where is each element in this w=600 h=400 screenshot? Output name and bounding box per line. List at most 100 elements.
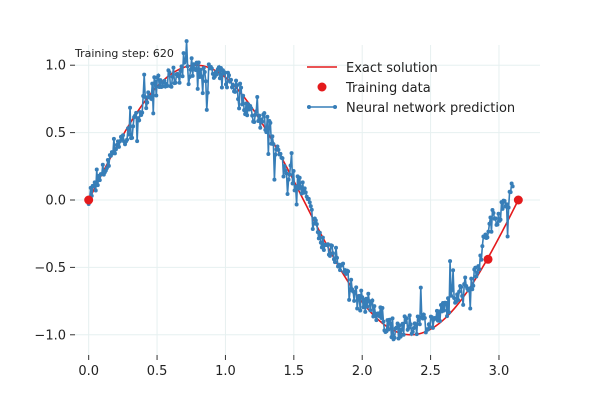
prediction-marker: [467, 286, 472, 291]
prediction-marker: [468, 306, 473, 311]
prediction-marker: [330, 251, 335, 256]
prediction-marker: [347, 297, 352, 302]
prediction-marker: [233, 89, 238, 94]
prediction-marker: [463, 275, 468, 280]
prediction-marker: [471, 283, 476, 288]
prediction-marker: [366, 291, 371, 296]
prediction-marker: [374, 318, 379, 323]
prediction-marker: [387, 317, 392, 322]
prediction-marker: [403, 320, 408, 325]
prediction-marker: [134, 110, 139, 115]
prediction-marker: [235, 83, 240, 88]
prediction-marker: [140, 110, 145, 115]
prediction-marker: [308, 204, 313, 209]
prediction-marker: [476, 264, 481, 269]
prediction-marker: [256, 118, 261, 123]
prediction-marker: [437, 319, 442, 324]
training-point: [513, 195, 523, 205]
prediction-marker: [254, 109, 259, 114]
prediction-marker: [196, 60, 201, 65]
prediction-marker: [451, 268, 456, 273]
prediction-marker: [502, 198, 507, 203]
prediction-marker: [508, 190, 513, 195]
prediction-marker: [469, 276, 474, 281]
prediction-marker: [111, 136, 116, 141]
prediction-marker: [491, 211, 496, 216]
prediction-marker: [270, 134, 275, 139]
prediction-marker: [258, 125, 263, 130]
prediction-marker: [241, 93, 246, 98]
prediction-marker: [209, 66, 214, 71]
prediction-marker: [252, 120, 257, 125]
prediction-marker: [388, 321, 393, 326]
prediction-marker: [219, 85, 224, 90]
prediction-marker: [365, 304, 370, 309]
prediction-marker: [294, 202, 299, 207]
prediction-marker: [327, 253, 332, 258]
prediction-marker: [171, 65, 176, 70]
prediction-marker: [121, 133, 125, 138]
prediction-marker: [181, 51, 186, 56]
training-point: [84, 195, 94, 205]
prediction-marker: [436, 309, 441, 314]
prediction-marker: [302, 186, 307, 191]
prediction-marker: [477, 267, 482, 272]
prediction-marker: [137, 118, 142, 123]
prediction-marker: [150, 81, 155, 86]
prediction-marker: [341, 261, 346, 266]
prediction-marker: [496, 211, 501, 216]
prediction-marker: [260, 119, 265, 124]
prediction-marker: [303, 190, 308, 195]
prediction-marker: [145, 100, 150, 105]
prediction-marker: [498, 217, 503, 222]
prediction-marker: [413, 322, 418, 327]
prediction-marker: [427, 324, 432, 329]
prediction-marker: [421, 312, 426, 317]
prediction-marker: [144, 106, 149, 111]
prediction-marker: [281, 174, 286, 179]
prediction-marker: [442, 308, 446, 313]
prediction-marker: [475, 270, 480, 275]
prediction-marker: [450, 288, 455, 293]
prediction-marker: [422, 315, 427, 320]
prediction-marker: [188, 67, 193, 72]
prediction-marker: [116, 144, 121, 149]
y-tick-label: 1.0: [45, 59, 66, 74]
prediction-marker: [359, 288, 364, 293]
prediction-marker: [249, 106, 254, 111]
prediction-marker: [131, 124, 136, 129]
prediction-marker: [354, 285, 359, 290]
prediction-marker: [309, 207, 314, 212]
prediction-marker: [317, 230, 322, 235]
prediction-marker: [346, 269, 351, 274]
prediction-marker: [307, 200, 312, 205]
prediction-marker: [293, 184, 298, 189]
prediction-marker: [187, 75, 192, 80]
prediction-marker: [335, 255, 339, 260]
prediction-marker: [444, 300, 449, 305]
prediction-marker: [398, 334, 403, 339]
prediction-marker: [505, 234, 510, 239]
prediction-marker: [250, 113, 255, 118]
prediction-marker: [486, 229, 491, 234]
x-tick-label: 2.5: [420, 364, 441, 379]
prediction-marker: [352, 298, 357, 303]
prediction-marker: [456, 297, 461, 302]
prediction-marker: [504, 202, 509, 207]
prediction-marker: [276, 147, 281, 152]
prediction-marker: [401, 332, 406, 337]
prediction-marker: [449, 293, 454, 298]
prediction-marker: [400, 321, 405, 326]
prediction-marker: [417, 322, 422, 327]
prediction-marker: [153, 79, 158, 84]
prediction-marker: [364, 296, 369, 301]
prediction-marker: [356, 296, 361, 301]
prediction-marker: [292, 188, 297, 193]
prediction-marker: [397, 323, 402, 328]
legend-prediction-marker: [333, 105, 337, 109]
training-step-annotation: Training step: 620: [74, 47, 174, 60]
prediction-marker: [284, 171, 289, 176]
prediction-marker: [470, 287, 475, 292]
